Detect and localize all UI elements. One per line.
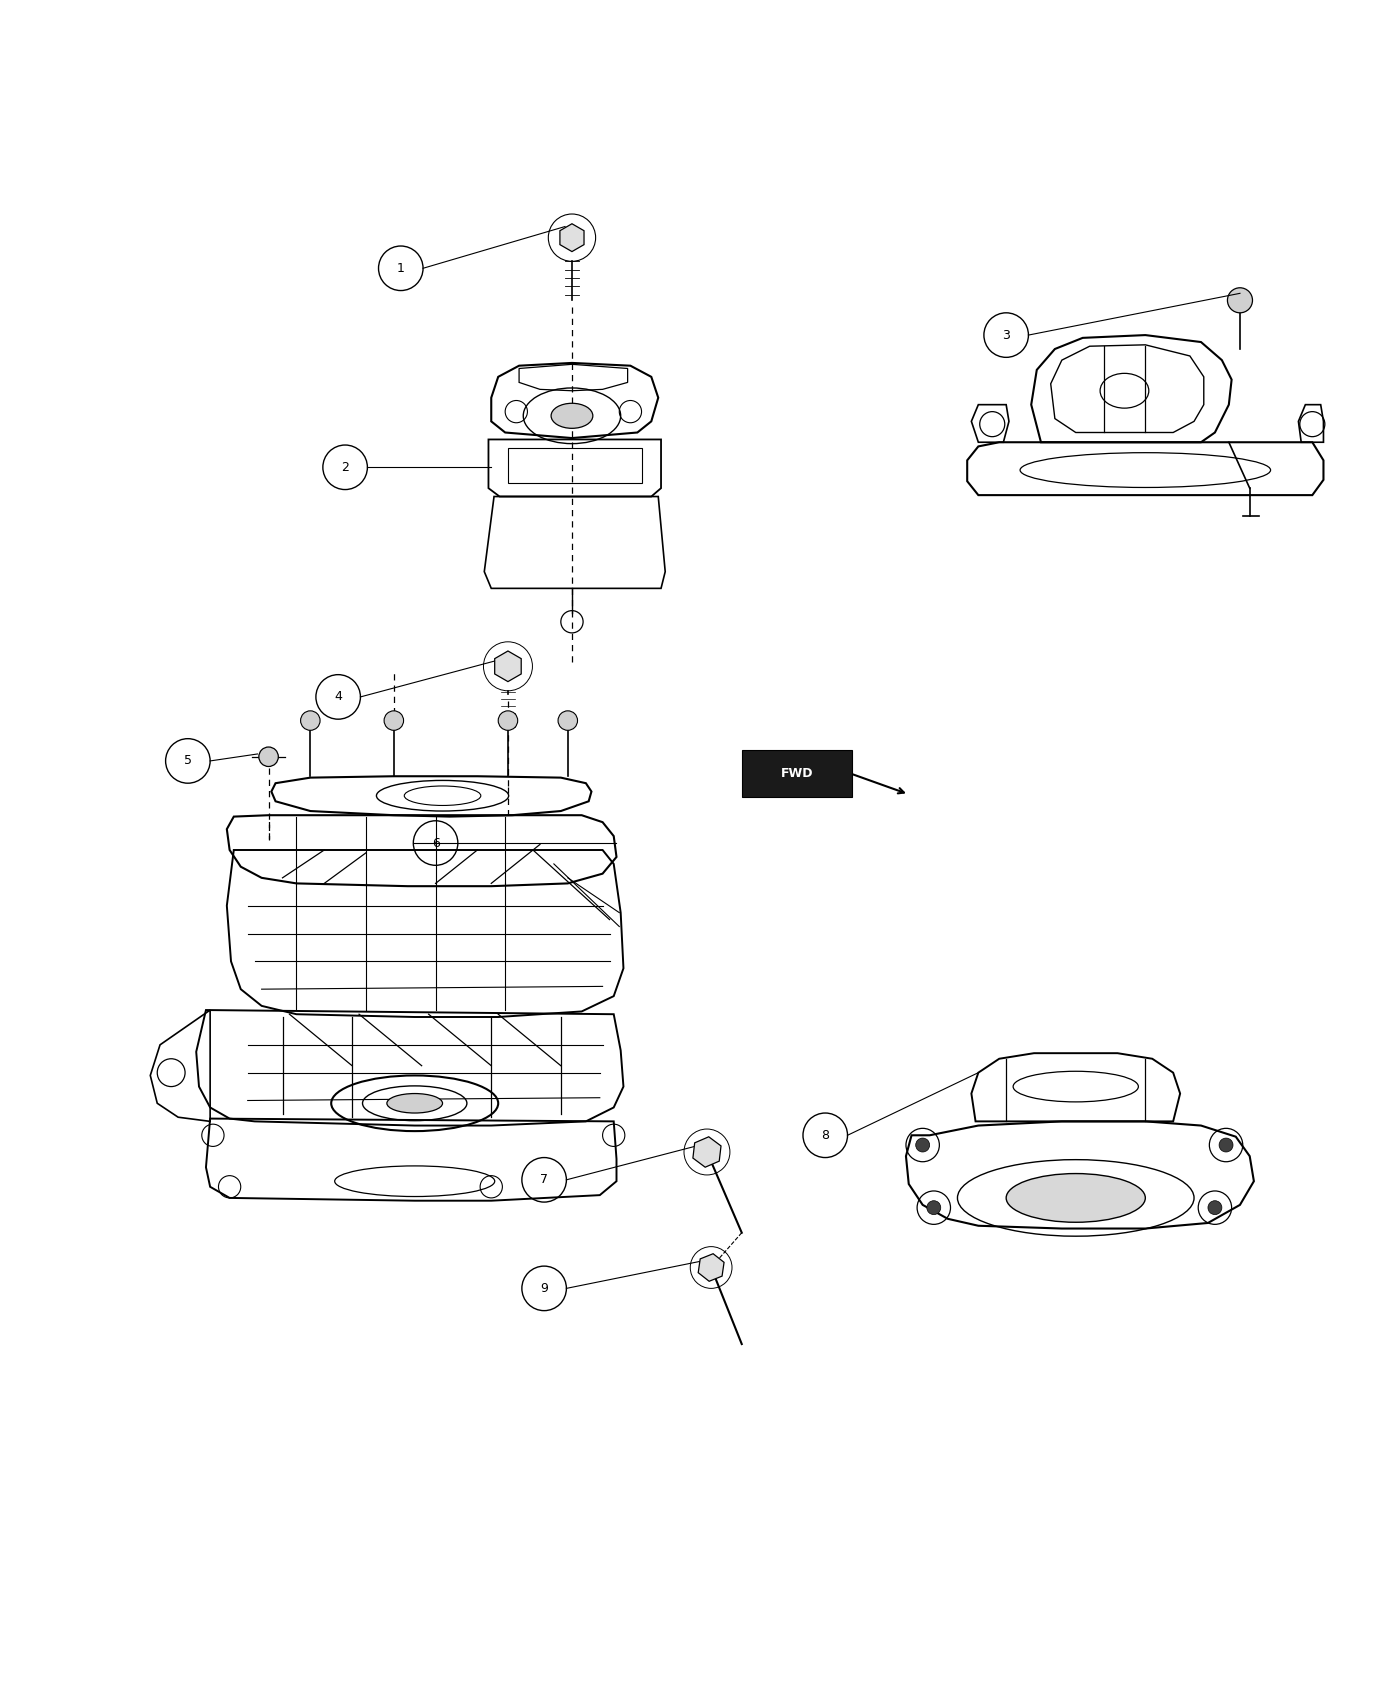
Text: 2: 2: [342, 461, 349, 474]
FancyBboxPatch shape: [742, 750, 853, 797]
Circle shape: [1228, 287, 1253, 313]
Text: 8: 8: [822, 1129, 829, 1142]
Polygon shape: [560, 224, 584, 252]
Text: 6: 6: [431, 836, 440, 850]
Text: 7: 7: [540, 1173, 549, 1187]
Polygon shape: [699, 1253, 724, 1282]
Ellipse shape: [1007, 1173, 1145, 1222]
Text: 4: 4: [335, 690, 342, 704]
Ellipse shape: [552, 403, 592, 428]
Polygon shape: [693, 1137, 721, 1168]
Text: 1: 1: [396, 262, 405, 275]
Text: 9: 9: [540, 1282, 547, 1295]
Text: FWD: FWD: [781, 767, 813, 780]
Circle shape: [301, 711, 321, 731]
Circle shape: [1208, 1200, 1222, 1214]
Circle shape: [498, 711, 518, 731]
Circle shape: [1219, 1137, 1233, 1153]
Polygon shape: [494, 651, 521, 682]
Circle shape: [927, 1200, 941, 1214]
Circle shape: [559, 711, 578, 731]
Circle shape: [259, 746, 279, 767]
Circle shape: [384, 711, 403, 731]
Text: 5: 5: [183, 755, 192, 767]
Ellipse shape: [386, 1093, 442, 1114]
Circle shape: [916, 1137, 930, 1153]
Text: 3: 3: [1002, 328, 1011, 342]
